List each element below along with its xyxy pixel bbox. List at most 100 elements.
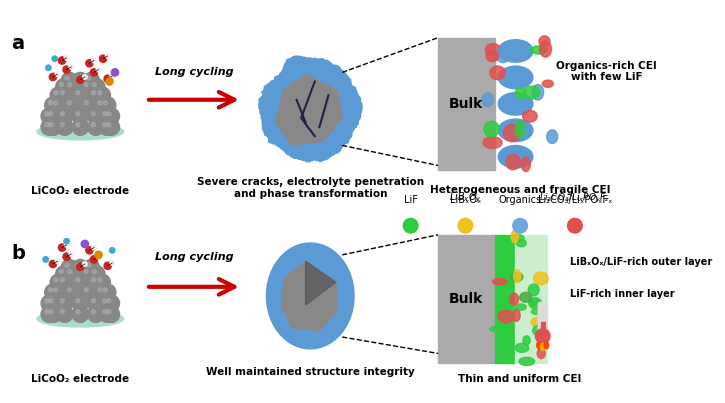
Ellipse shape <box>547 130 558 143</box>
Circle shape <box>67 288 72 292</box>
Ellipse shape <box>533 325 547 336</box>
Circle shape <box>84 270 88 274</box>
Circle shape <box>88 274 104 291</box>
Circle shape <box>45 299 49 303</box>
Ellipse shape <box>496 47 510 63</box>
Circle shape <box>107 112 111 116</box>
Circle shape <box>69 64 73 69</box>
Circle shape <box>88 295 104 312</box>
Ellipse shape <box>513 310 520 321</box>
Ellipse shape <box>515 304 526 310</box>
FancyBboxPatch shape <box>438 38 495 170</box>
Circle shape <box>45 295 62 312</box>
Ellipse shape <box>539 36 550 47</box>
Circle shape <box>77 76 84 83</box>
Circle shape <box>56 266 72 282</box>
FancyBboxPatch shape <box>541 322 544 336</box>
Ellipse shape <box>484 121 500 137</box>
Circle shape <box>60 123 65 127</box>
Circle shape <box>76 123 80 127</box>
Circle shape <box>103 310 107 314</box>
Circle shape <box>76 76 80 80</box>
Circle shape <box>55 72 59 77</box>
Ellipse shape <box>498 145 533 168</box>
Circle shape <box>99 55 107 62</box>
Ellipse shape <box>37 123 124 140</box>
FancyBboxPatch shape <box>438 235 495 363</box>
Circle shape <box>50 284 67 301</box>
Text: Thin and uniform CEI: Thin and uniform CEI <box>458 374 581 384</box>
Ellipse shape <box>530 299 542 306</box>
Circle shape <box>99 284 116 301</box>
Polygon shape <box>276 74 342 145</box>
Circle shape <box>91 91 96 95</box>
Circle shape <box>76 299 80 303</box>
Circle shape <box>103 295 120 312</box>
Circle shape <box>92 270 96 274</box>
Circle shape <box>65 263 69 267</box>
Circle shape <box>55 259 59 264</box>
Ellipse shape <box>498 93 533 115</box>
Ellipse shape <box>529 284 539 296</box>
Ellipse shape <box>544 342 549 349</box>
Circle shape <box>103 306 120 322</box>
Ellipse shape <box>482 93 494 107</box>
Circle shape <box>67 270 72 274</box>
Circle shape <box>67 83 72 87</box>
Circle shape <box>49 123 53 127</box>
Circle shape <box>57 295 73 312</box>
Text: LiCoO₂ electrode: LiCoO₂ electrode <box>31 374 129 384</box>
Text: Organics: Organics <box>499 195 542 205</box>
Circle shape <box>99 108 115 125</box>
Text: Bulk: Bulk <box>449 97 484 111</box>
Circle shape <box>50 87 67 104</box>
Circle shape <box>91 256 98 263</box>
Ellipse shape <box>37 311 124 327</box>
Circle shape <box>63 66 70 73</box>
Circle shape <box>87 76 91 80</box>
Ellipse shape <box>498 310 513 323</box>
Ellipse shape <box>492 278 507 285</box>
Circle shape <box>91 58 96 63</box>
Circle shape <box>99 119 115 135</box>
Polygon shape <box>259 56 362 162</box>
Ellipse shape <box>486 51 499 62</box>
Text: $LiB_xO_y$: $LiB_xO_y$ <box>449 190 482 205</box>
Ellipse shape <box>503 125 521 142</box>
Circle shape <box>45 97 61 113</box>
Circle shape <box>83 262 87 266</box>
Circle shape <box>57 274 73 291</box>
Circle shape <box>41 295 57 312</box>
Circle shape <box>54 288 58 292</box>
Circle shape <box>46 65 51 71</box>
Circle shape <box>54 91 58 95</box>
Ellipse shape <box>511 235 524 242</box>
Polygon shape <box>306 261 336 305</box>
Circle shape <box>45 108 62 125</box>
Circle shape <box>96 254 101 259</box>
Circle shape <box>57 306 73 322</box>
Text: a: a <box>11 34 24 53</box>
Circle shape <box>104 75 112 83</box>
Text: LiF: LiF <box>404 195 418 205</box>
Ellipse shape <box>540 343 545 351</box>
Circle shape <box>52 56 57 61</box>
Circle shape <box>103 101 107 105</box>
Text: Li₂CO₃/LiₓPOₓFₓ: Li₂CO₃/LiₓPOₓFₓ <box>538 195 612 205</box>
Ellipse shape <box>521 157 531 172</box>
Ellipse shape <box>531 318 544 326</box>
Circle shape <box>57 119 73 135</box>
Text: Severe cracks, electrolyte penetration
and phase transformation: Severe cracks, electrolyte penetration a… <box>196 177 424 199</box>
Ellipse shape <box>498 66 533 89</box>
Circle shape <box>80 266 96 282</box>
Circle shape <box>99 295 115 312</box>
Circle shape <box>64 97 80 113</box>
Circle shape <box>99 306 115 322</box>
Text: Bulk: Bulk <box>449 292 484 306</box>
Circle shape <box>72 108 88 125</box>
Circle shape <box>72 73 88 89</box>
Circle shape <box>76 91 80 95</box>
Circle shape <box>98 101 102 105</box>
Circle shape <box>65 56 69 60</box>
Ellipse shape <box>511 272 523 282</box>
